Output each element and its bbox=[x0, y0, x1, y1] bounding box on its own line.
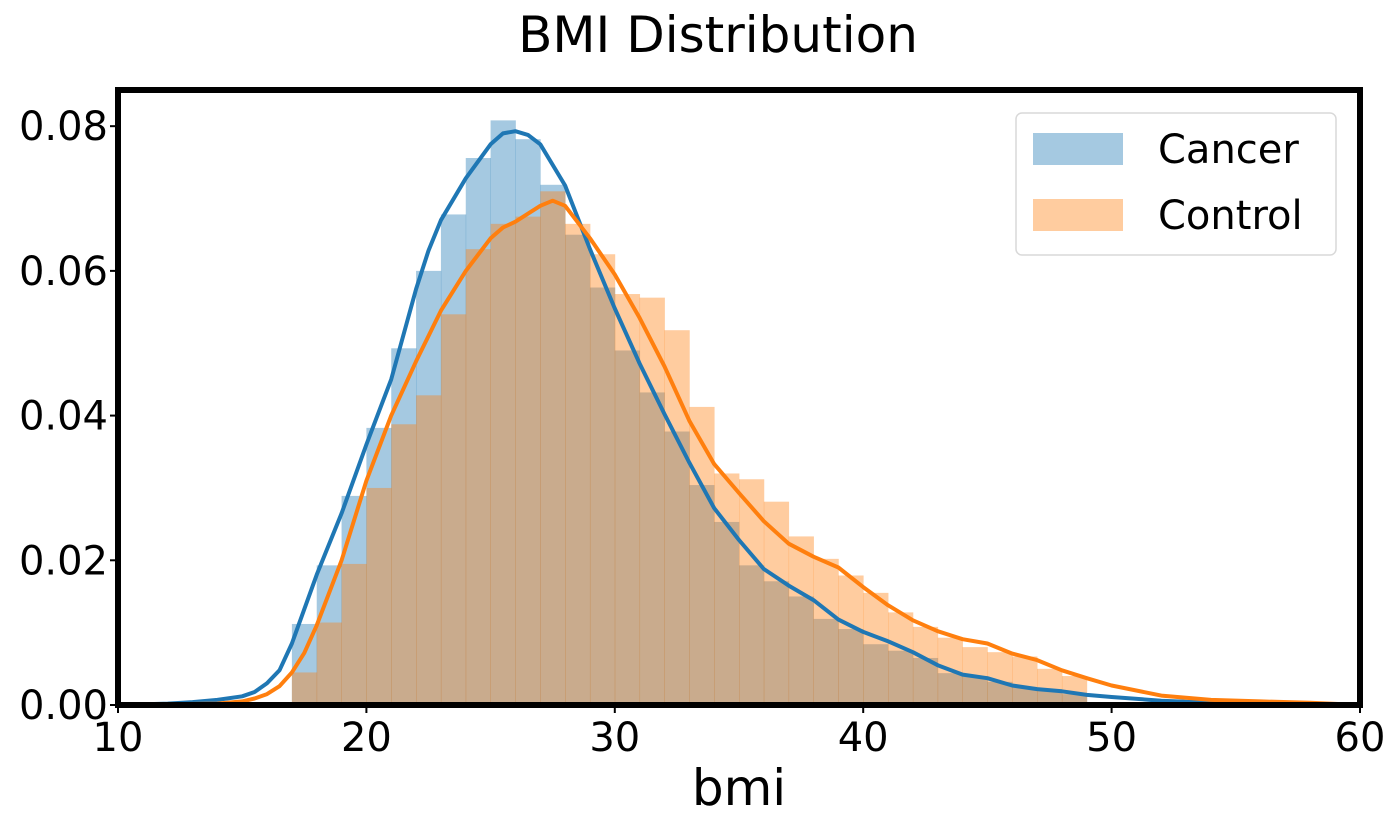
y-tick-label: 0.04 bbox=[19, 394, 108, 440]
hist-bar-control bbox=[664, 330, 690, 705]
hist-bar-cancer bbox=[888, 650, 914, 705]
hist-series-cancer bbox=[291, 120, 1088, 706]
hist-bar-control bbox=[714, 473, 740, 705]
hist-series-control bbox=[291, 191, 1088, 706]
legend-label-cancer: Cancer bbox=[1158, 127, 1299, 173]
legend-swatch-control bbox=[1033, 199, 1123, 231]
hist-bar-control bbox=[341, 563, 367, 705]
hist-bar-cancer bbox=[639, 392, 665, 705]
hist-bar-control bbox=[912, 626, 939, 705]
legend-swatch-cancer bbox=[1033, 133, 1123, 165]
hist-bar-control bbox=[639, 297, 665, 705]
hist-bar-control bbox=[614, 294, 641, 705]
x-tick-label: 30 bbox=[589, 715, 640, 761]
hist-bar-control bbox=[739, 479, 765, 705]
y-tick-label: 0.00 bbox=[19, 683, 108, 729]
hist-bar-control bbox=[391, 424, 417, 705]
legend-label-control: Control bbox=[1158, 193, 1303, 239]
x-tick-label: 20 bbox=[341, 715, 392, 761]
legend-box bbox=[1015, 112, 1337, 256]
hist-bar-control bbox=[490, 223, 516, 705]
hist-bar-cancer bbox=[490, 120, 516, 705]
kde-line-control bbox=[116, 198, 1362, 707]
y-axis-ticks: 0.00 0.02 0.04 0.06 0.08 bbox=[19, 104, 118, 729]
hist-bar-cancer bbox=[863, 644, 889, 705]
y-tick-label: 0.08 bbox=[19, 104, 108, 150]
hist-bar-cancer bbox=[763, 581, 790, 705]
hist-bar-cancer bbox=[987, 681, 1013, 705]
hist-bar-control bbox=[863, 592, 889, 705]
hist-bar-control bbox=[888, 612, 914, 705]
hist-bar-cancer bbox=[341, 495, 367, 705]
hist-bar-cancer bbox=[614, 350, 641, 705]
hist-bar-cancer bbox=[465, 158, 491, 705]
hist-bar-cancer bbox=[838, 629, 864, 705]
hist-bar-cancer bbox=[912, 657, 939, 705]
hist-bar-control bbox=[291, 672, 318, 705]
hist-bar-control bbox=[788, 536, 814, 705]
x-tick-label: 10 bbox=[93, 715, 144, 761]
hist-bar-cancer bbox=[664, 431, 690, 705]
hist-bar-cancer bbox=[1037, 690, 1063, 705]
hist-bar-control bbox=[589, 254, 616, 705]
hist-bar-cancer bbox=[739, 565, 765, 705]
legend: Cancer Control bbox=[1015, 112, 1337, 256]
hist-bar-control bbox=[1012, 656, 1038, 705]
hist-bar-control bbox=[1037, 668, 1063, 705]
hist-bar-control bbox=[689, 406, 715, 705]
histogram-bars bbox=[291, 120, 1088, 706]
hist-bar-cancer bbox=[689, 485, 715, 705]
x-tick-label: 60 bbox=[1335, 715, 1386, 761]
hist-bar-control bbox=[565, 223, 591, 705]
x-tick-label: 50 bbox=[1086, 715, 1137, 761]
hist-bar-cancer bbox=[416, 270, 442, 705]
x-tick-label: 40 bbox=[838, 715, 889, 761]
hist-bar-control bbox=[465, 249, 491, 706]
hist-bar-control bbox=[515, 216, 541, 705]
hist-bar-cancer bbox=[540, 184, 566, 705]
kde-lines bbox=[116, 129, 1362, 707]
kde-line-cancer bbox=[116, 129, 1362, 707]
hist-bar-cancer bbox=[589, 287, 616, 705]
hist-bar-control bbox=[813, 558, 839, 705]
y-tick-label: 0.06 bbox=[19, 249, 108, 295]
hist-bar-control bbox=[540, 191, 566, 705]
hist-bar-control bbox=[440, 314, 467, 705]
y-tick-label: 0.02 bbox=[19, 538, 108, 584]
hist-bar-cancer bbox=[440, 214, 467, 705]
hist-bar-control bbox=[366, 487, 392, 705]
plot-frame bbox=[115, 87, 1363, 708]
hist-bar-cancer bbox=[962, 676, 988, 705]
hist-bar-cancer bbox=[714, 521, 740, 705]
hist-bar-cancer bbox=[813, 618, 839, 705]
hist-bar-control bbox=[838, 575, 864, 705]
hist-bar-cancer bbox=[515, 139, 541, 705]
x-axis-label: bmi bbox=[692, 759, 786, 817]
hist-bar-control bbox=[763, 501, 790, 705]
hist-bar-cancer bbox=[788, 596, 814, 705]
hist-bar-cancer bbox=[565, 234, 591, 706]
hist-bar-control bbox=[416, 395, 442, 705]
hist-bar-control bbox=[316, 622, 342, 705]
hist-bar-cancer bbox=[937, 673, 963, 705]
chart-title: BMI Distribution bbox=[518, 6, 918, 64]
x-axis-ticks: 10 20 30 40 50 60 bbox=[93, 705, 1386, 761]
hist-bar-cancer bbox=[1061, 694, 1088, 705]
hist-bar-cancer bbox=[1012, 686, 1038, 705]
